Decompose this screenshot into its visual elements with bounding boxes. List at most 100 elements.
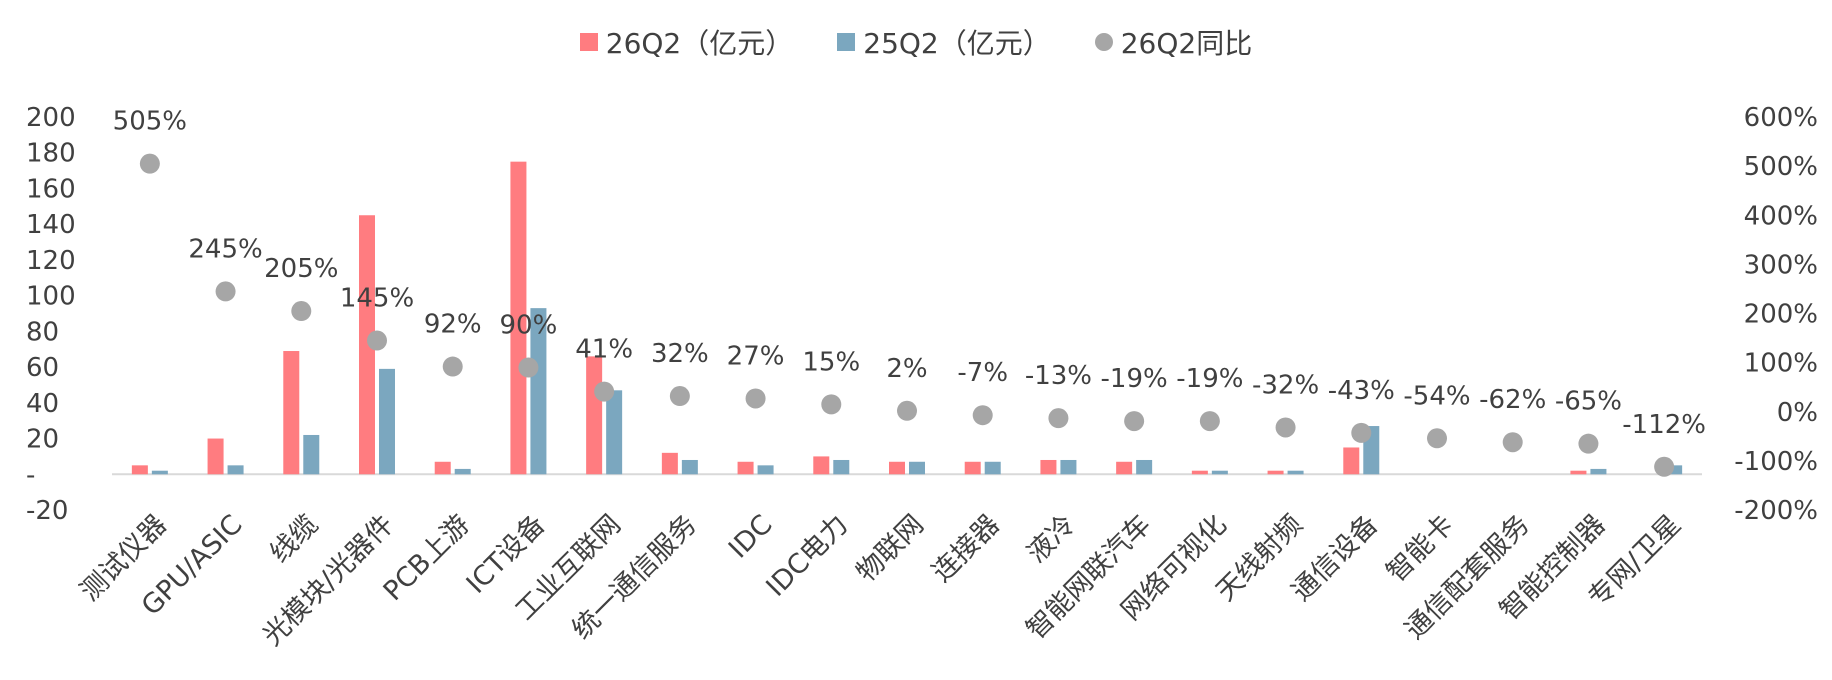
left-axis-tick-label: 100 (26, 282, 76, 312)
chart-legend: 26Q2（亿元） 25Q2（亿元） 26Q2同比 (0, 22, 1832, 62)
yoy-data-label: -65% (1555, 387, 1622, 417)
bar-25q2 (1287, 470, 1304, 475)
left-axis-tick-label: 60 (26, 353, 59, 383)
bar-25q2 (757, 465, 774, 475)
bar-26q2 (813, 456, 830, 475)
right-axis-tick-label: 0% (1777, 398, 1818, 428)
yoy-marker (139, 153, 160, 174)
yoy-marker (1578, 433, 1599, 454)
legend-marker-yoy (1094, 33, 1113, 51)
yoy-marker (1199, 411, 1220, 432)
bar-25q2 (681, 459, 698, 475)
bar-26q2 (1570, 470, 1587, 475)
yoy-data-label: 32% (651, 339, 709, 369)
yoy-data-label: 27% (727, 341, 785, 371)
yoy-data-label: 505% (113, 107, 187, 137)
bar-25q2 (303, 434, 320, 475)
yoy-data-label: 145% (340, 284, 414, 314)
yoy-marker (1427, 428, 1447, 449)
yoy-data-label: -112% (1622, 410, 1706, 440)
yoy-marker (367, 330, 387, 351)
yoy-data-label: 41% (575, 335, 633, 365)
left-axis-tick-label: 160 (26, 174, 76, 204)
bar-25q2 (1060, 459, 1077, 475)
legend-swatch-26q2 (579, 33, 598, 51)
yoy-data-label: -19% (1101, 364, 1168, 394)
yoy-marker (1124, 411, 1145, 432)
right-axis-tick-label: -100% (1734, 447, 1818, 477)
right-axis-tick-label: 600% (1744, 103, 1818, 133)
legend-swatch-25q2 (837, 33, 856, 51)
bar-26q2 (359, 215, 375, 475)
legend-item-yoy: 26Q2同比 (1094, 22, 1253, 62)
bar-26q2 (737, 461, 754, 475)
bar-26q2 (1116, 461, 1133, 475)
x-axis-category-label: 液冷 (1021, 509, 1081, 569)
bar-25q2 (151, 470, 168, 475)
yoy-marker (1502, 432, 1523, 453)
yoy-data-label: 245% (188, 234, 262, 264)
left-axis-tick-label: 120 (26, 246, 76, 276)
yoy-marker (897, 400, 917, 421)
bar-25q2 (1666, 465, 1683, 475)
x-axis-category-label: 连接器 (926, 509, 1005, 588)
bar-26q2 (510, 161, 527, 475)
right-axis-tick-label: 400% (1744, 201, 1818, 231)
yoy-marker (669, 386, 690, 407)
bar-25q2 (606, 390, 623, 475)
right-axis-tick-label: 300% (1744, 250, 1818, 280)
left-axis-tick-label: 200 (26, 103, 76, 133)
left-axis-tick-label: 40 (26, 389, 59, 419)
legend-label-25q2: 25Q2（亿元） (863, 27, 1051, 60)
bar-25q2 (1211, 470, 1228, 475)
yoy-marker (215, 281, 236, 302)
yoy-data-label: -13% (1025, 361, 1092, 391)
bar-26q2 (586, 356, 603, 475)
yoy-marker (821, 394, 842, 415)
left-axis-tick-label: 140 (26, 210, 76, 240)
yoy-marker (1275, 417, 1296, 438)
bar-26q2 (889, 461, 905, 475)
yoy-data-label: -62% (1479, 385, 1546, 415)
right-axis-tick-label: -200% (1734, 496, 1818, 526)
left-axis-tick-label: 20 (26, 425, 59, 455)
bar-26q2 (207, 438, 224, 475)
yoy-marker (972, 405, 993, 426)
yoy-data-label: 92% (424, 310, 482, 340)
legend-item-26q2: 26Q2（亿元） (579, 22, 793, 62)
yoy-data-label: 90% (500, 311, 558, 341)
bar-26q2 (131, 465, 148, 475)
yoy-marker (745, 388, 766, 409)
right-axis-tick-label: 200% (1744, 300, 1818, 330)
left-axis-tick-label: -20 (26, 496, 68, 526)
legend-label-yoy: 26Q2同比 (1120, 27, 1253, 60)
yoy-data-label: 2% (886, 354, 927, 384)
yoy-data-label: -7% (957, 358, 1008, 388)
bar-26q2 (1191, 470, 1208, 475)
bar-25q2 (984, 461, 1001, 475)
yoy-marker (291, 301, 312, 322)
bar-25q2 (530, 308, 547, 475)
yoy-marker (1048, 408, 1069, 429)
bar-26q2 (964, 461, 981, 475)
bar-26q2 (661, 452, 678, 475)
yoy-marker (442, 356, 463, 377)
yoy-data-label: -54% (1403, 381, 1470, 411)
bar-25q2 (1590, 468, 1607, 475)
left-axis-tick-label: - (26, 460, 35, 490)
bar-25q2 (454, 468, 471, 475)
x-axis-category-label: 光模块/光器件 (257, 509, 400, 652)
bar-25q2 (227, 465, 244, 475)
x-axis-category-label: 物联网 (851, 509, 930, 588)
bar-26q2 (434, 461, 451, 475)
x-axis-category-label: IDC (723, 509, 779, 565)
yoy-data-label: -43% (1328, 376, 1395, 406)
yoy-marker (1654, 456, 1675, 477)
right-axis-tick-label: 500% (1744, 152, 1818, 182)
bar-26q2 (283, 351, 300, 475)
yoy-marker (594, 381, 615, 402)
bar-26q2 (1343, 447, 1360, 475)
yoy-data-label: 205% (264, 254, 338, 284)
right-axis-tick-label: 100% (1744, 349, 1818, 379)
